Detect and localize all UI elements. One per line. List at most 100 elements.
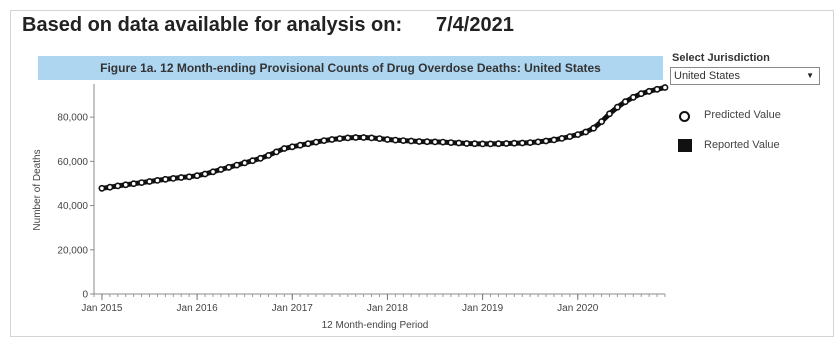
predicted-value-point[interactable] [312, 138, 320, 146]
predicted-value-point[interactable] [550, 136, 558, 144]
predicted-value-point[interactable] [106, 183, 114, 191]
predicted-value-point[interactable] [288, 143, 296, 151]
predicted-value-point[interactable] [233, 161, 241, 169]
predicted-value-point[interactable] [169, 174, 177, 182]
predicted-value-point[interactable] [161, 175, 169, 183]
predicted-value-point[interactable] [185, 173, 193, 181]
predicted-value-point[interactable] [661, 84, 669, 91]
predicted-value-point[interactable] [542, 137, 550, 145]
predicted-value-point[interactable] [510, 139, 518, 147]
predicted-value-point[interactable] [257, 154, 264, 162]
predicted-value-point[interactable] [336, 135, 344, 142]
predicted-value-point[interactable] [352, 134, 360, 141]
reported-square-icon [678, 139, 692, 152]
figure-title: Figure 1a. 12 Month-ending Provisional C… [38, 56, 663, 80]
predicted-value-point[interactable] [304, 140, 312, 148]
predicted-value-point[interactable] [201, 170, 209, 178]
legend-item-predicted[interactable]: Predicted Value [678, 108, 828, 126]
reported-value-line [99, 85, 668, 191]
predicted-value-point[interactable] [526, 139, 534, 146]
legend-label-predicted: Predicted Value [704, 109, 781, 121]
predicted-value-point[interactable] [463, 140, 471, 147]
predicted-value-point[interactable] [249, 157, 256, 165]
predicted-value-point[interactable] [645, 87, 653, 95]
predicted-value-point[interactable] [534, 138, 542, 146]
predicted-value-point[interactable] [637, 90, 645, 98]
jurisdiction-label: Select Jurisdiction [672, 52, 770, 64]
predicted-value-point[interactable] [344, 134, 352, 142]
predicted-value-point[interactable] [146, 178, 153, 185]
predicted-value-point[interactable] [423, 138, 431, 146]
predicted-value-point[interactable] [114, 182, 122, 190]
x-tick-label: Jan 2019 [462, 303, 504, 314]
y-tick-label: 60,000 [57, 157, 88, 168]
predicted-value-point[interactable] [614, 103, 621, 111]
predicted-value-point[interactable] [328, 136, 336, 143]
jurisdiction-dropdown[interactable]: United States ▼ [670, 67, 820, 85]
x-tick-label: Jan 2016 [177, 303, 219, 314]
predicted-value-point[interactable] [383, 136, 391, 143]
predicted-value-point[interactable] [320, 137, 328, 144]
x-tick-label: Jan 2020 [557, 303, 599, 314]
legend-item-reported[interactable]: Reported Value [678, 138, 828, 156]
predicted-value-point[interactable] [217, 166, 225, 173]
y-tick-label: 20,000 [57, 245, 88, 256]
predicted-value-point[interactable] [391, 136, 399, 144]
predicted-value-point[interactable] [209, 168, 217, 176]
header-date: 7/4/2021 [436, 14, 514, 36]
predicted-value-point[interactable] [407, 137, 415, 145]
predicted-value-point[interactable] [574, 131, 582, 138]
predicted-value-point[interactable] [241, 159, 249, 167]
y-tick-label: 0 [82, 290, 88, 301]
predicted-value-point[interactable] [598, 118, 605, 125]
predicted-value-point[interactable] [122, 181, 130, 189]
predicted-value-point[interactable] [368, 134, 375, 142]
predicted-value-point[interactable] [98, 184, 106, 192]
jurisdiction-selected-value: United States [674, 70, 741, 82]
predicted-value-point[interactable] [621, 98, 629, 106]
predicted-value-point[interactable] [296, 141, 304, 149]
y-tick-label: 80,000 [57, 113, 88, 124]
predicted-value-point[interactable] [487, 140, 494, 148]
predicted-value-point[interactable] [177, 174, 185, 181]
predicted-value-point[interactable] [376, 135, 383, 142]
predicted-value-point[interactable] [582, 128, 590, 136]
predicted-value-point[interactable] [590, 124, 597, 132]
predicted-value-point[interactable] [558, 134, 566, 142]
predicted-value-point[interactable] [447, 139, 455, 146]
predicted-value-point[interactable] [153, 176, 161, 184]
legend-label-reported: Reported Value [704, 139, 780, 151]
x-tick-label: Jan 2018 [367, 303, 409, 314]
y-axis-title: Number of Deaths [32, 149, 43, 230]
legend: Predicted Value Reported Value [678, 108, 828, 156]
predicted-value-point[interactable] [225, 163, 233, 171]
predicted-value-point[interactable] [130, 180, 138, 188]
predicted-value-point[interactable] [431, 138, 439, 146]
predicted-value-point[interactable] [272, 148, 280, 156]
predicted-value-point[interactable] [265, 151, 272, 159]
y-tick-label: 40,000 [57, 201, 88, 212]
predicted-value-point[interactable] [415, 138, 423, 145]
predicted-value-point[interactable] [606, 110, 613, 118]
predicted-value-point[interactable] [629, 93, 637, 101]
predicted-value-point[interactable] [502, 140, 510, 147]
predicted-value-point[interactable] [495, 140, 502, 148]
x-tick-label: Jan 2017 [272, 303, 314, 314]
predicted-value-point[interactable] [193, 172, 201, 180]
jurisdiction-panel: Select Jurisdiction United States ▼ [670, 52, 820, 85]
predicted-value-point[interactable] [518, 139, 526, 147]
chevron-down-icon: ▼ [806, 71, 814, 80]
predicted-value-point[interactable] [653, 85, 661, 93]
header-label: Based on data available for analysis on: [22, 14, 403, 36]
predicted-value-point[interactable] [471, 140, 479, 148]
predicted-value-point[interactable] [455, 139, 463, 147]
x-axis-title: 12 Month-ending Period [322, 320, 429, 331]
predicted-value-point[interactable] [360, 134, 367, 141]
predicted-value-point[interactable] [138, 179, 145, 186]
x-tick-label: Jan 2015 [81, 303, 123, 314]
predicted-value-point[interactable] [566, 133, 574, 140]
predicted-value-point[interactable] [439, 138, 447, 146]
predicted-value-point[interactable] [399, 137, 407, 144]
predicted-value-point[interactable] [479, 140, 486, 148]
predicted-value-point[interactable] [280, 145, 288, 152]
